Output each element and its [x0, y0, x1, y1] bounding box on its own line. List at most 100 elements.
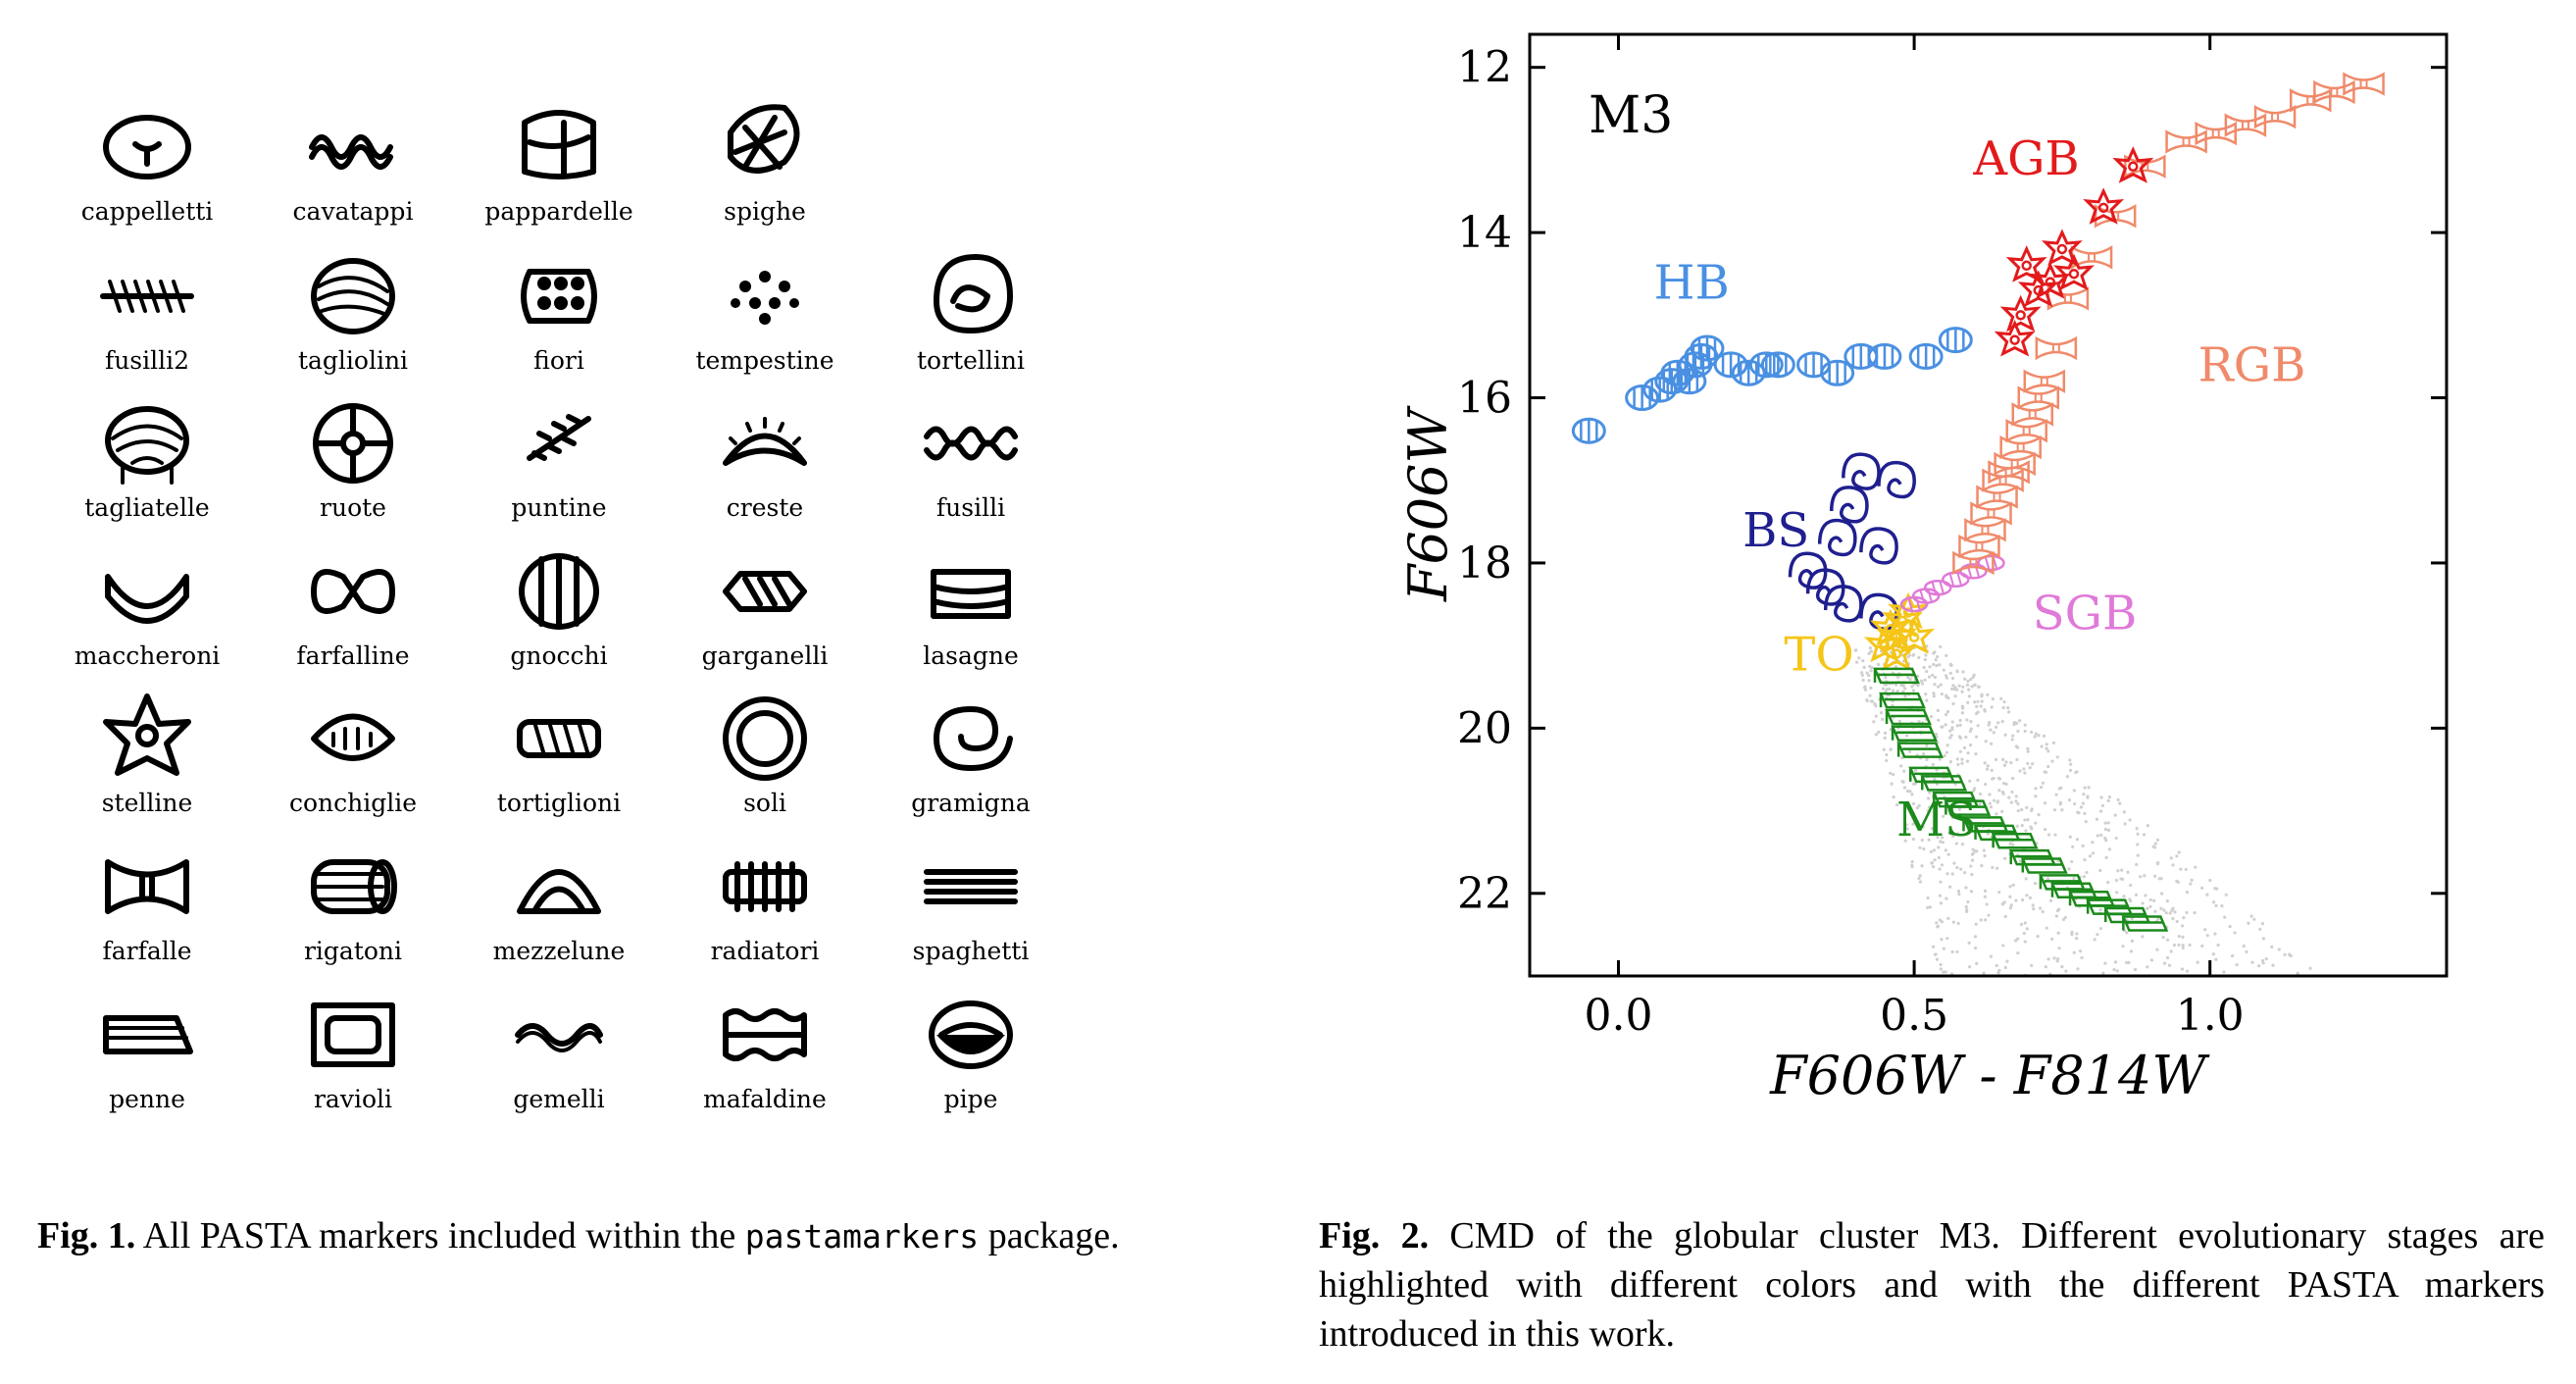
- marker-cell-tortellini: tortellini: [883, 242, 1059, 389]
- marker-cell-tagliatelle: tagliatelle: [59, 389, 235, 537]
- marker-cell-creste: creste: [677, 389, 853, 537]
- background-star: [2096, 933, 2099, 937]
- background-star: [1986, 832, 1990, 836]
- background-star: [1951, 701, 1955, 706]
- background-star: [2098, 927, 2103, 931]
- background-star: [1920, 864, 1924, 868]
- background-star: [2171, 916, 2175, 921]
- background-star: [1950, 676, 1955, 681]
- marker-cell-stelline: stelline: [59, 685, 235, 832]
- background-star: [1956, 832, 1960, 836]
- background-star: [1940, 920, 1945, 924]
- background-star: [2075, 936, 2079, 941]
- background-star: [1939, 901, 1943, 905]
- background-star: [1971, 675, 1975, 679]
- background-star: [1979, 704, 1983, 708]
- background-star: [1974, 922, 1978, 926]
- background-star: [1984, 782, 1988, 787]
- farfalline-icon: [311, 569, 395, 614]
- background-star: [1938, 663, 1942, 667]
- background-star: [2200, 886, 2204, 890]
- point-AGB: [2029, 262, 2071, 299]
- background-star: [1902, 769, 1906, 773]
- marker-cell-spaghetti: spaghetti: [883, 833, 1059, 980]
- background-star: [2144, 894, 2147, 897]
- background-star: [1927, 796, 1931, 800]
- lasagne-icon: [931, 569, 1011, 619]
- background-star: [1964, 735, 1968, 740]
- background-star: [2141, 935, 2145, 939]
- background-star: [2222, 970, 2226, 974]
- background-star: [1959, 867, 1963, 871]
- marker-label: stelline: [101, 789, 193, 817]
- point-RGB: [2070, 245, 2113, 270]
- gnocchi-icon: [519, 553, 599, 630]
- background-star: [2057, 907, 2061, 911]
- marker-cell-soli: soli: [677, 685, 853, 832]
- background-star: [1916, 674, 1920, 678]
- marker-cell-tagliolini: tagliolini: [265, 242, 441, 389]
- background-star: [1968, 779, 1972, 783]
- background-star: [1942, 970, 1945, 974]
- background-star: [2001, 792, 2005, 795]
- background-star: [2070, 930, 2074, 934]
- background-star: [1982, 848, 1986, 852]
- background-star: [2071, 845, 2075, 848]
- background-star: [2009, 903, 2013, 907]
- marker-label: tagliolini: [297, 346, 409, 375]
- background-star: [1942, 814, 1945, 819]
- background-star: [2075, 932, 2079, 936]
- background-star: [2023, 818, 2027, 822]
- background-star: [2112, 968, 2116, 972]
- background-star: [1937, 855, 1941, 859]
- mafaldine-icon: [723, 1008, 807, 1061]
- background-star: [2182, 915, 2186, 920]
- background-star: [2242, 944, 2246, 948]
- marker-label: gnocchi: [510, 641, 608, 670]
- background-star: [2086, 795, 2090, 799]
- background-star: [2002, 856, 2007, 860]
- background-star: [2019, 922, 2024, 927]
- background-star: [2135, 862, 2139, 867]
- background-star: [1945, 872, 1949, 876]
- background-star: [2093, 938, 2096, 942]
- background-star: [1946, 852, 1950, 856]
- background-star: [2245, 949, 2248, 953]
- background-star: [1936, 708, 1940, 713]
- background-star: [2055, 755, 2059, 759]
- background-star: [1935, 663, 1939, 668]
- marker-cell-lasagne: lasagne: [883, 538, 1059, 685]
- background-star: [1989, 728, 1993, 732]
- background-star: [1969, 720, 1973, 724]
- background-star: [2169, 949, 2173, 953]
- background-star: [1958, 749, 1962, 753]
- background-star: [2046, 877, 2050, 881]
- background-star: [1931, 673, 1935, 677]
- ruote-icon: [313, 403, 393, 484]
- background-star: [2213, 887, 2217, 891]
- marker-cell-spighe: spighe: [677, 93, 853, 240]
- background-star: [1933, 683, 1937, 687]
- background-star: [2181, 946, 2185, 950]
- background-star: [2020, 897, 2025, 902]
- background-star: [1865, 698, 1869, 703]
- background-star: [2045, 926, 2048, 930]
- background-star: [2114, 836, 2118, 841]
- marker-label: tempestine: [695, 346, 834, 375]
- background-star: [1966, 751, 1970, 755]
- background-star: [1897, 719, 1902, 723]
- background-star: [2189, 882, 2193, 886]
- background-star: [1956, 889, 1961, 894]
- background-star: [1949, 687, 1954, 691]
- background-star: [2025, 894, 2029, 897]
- background-star: [1945, 693, 1948, 697]
- background-star: [1921, 825, 1925, 829]
- background-star: [1980, 692, 1984, 696]
- background-star: [2153, 842, 2157, 846]
- background-star: [1910, 685, 1914, 689]
- background-star: [1966, 899, 1970, 904]
- point-BS: [1817, 518, 1857, 557]
- marker-cell-fusilli: fusilli: [883, 389, 1059, 537]
- background-star: [2001, 705, 2005, 710]
- marker-label: garganelli: [701, 641, 829, 670]
